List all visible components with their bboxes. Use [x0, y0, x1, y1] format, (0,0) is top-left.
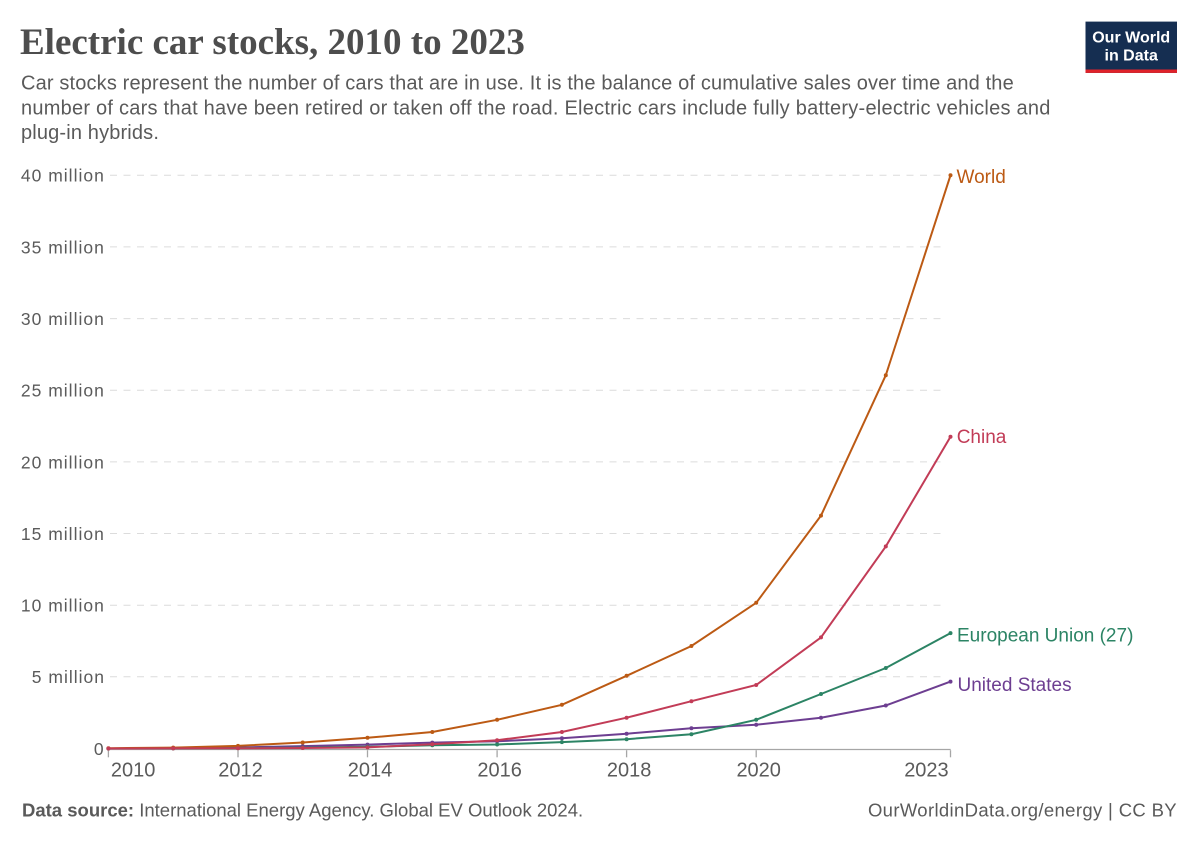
svg-text:10 million: 10 million: [21, 596, 105, 616]
svg-text:in Data: in Data: [1105, 47, 1158, 64]
svg-text:number of cars that have been: number of cars that have been retired or…: [21, 97, 1051, 119]
svg-text:20 million: 20 million: [21, 452, 105, 472]
svg-text:2014: 2014: [348, 760, 393, 782]
svg-text:Electric car stocks, 2010 to 2: Electric car stocks, 2010 to 2023: [20, 22, 525, 63]
svg-text:2016: 2016: [477, 760, 522, 782]
svg-text:plug-in hybrids.: plug-in hybrids.: [21, 122, 159, 144]
svg-text:30 million: 30 million: [21, 309, 105, 329]
svg-text:0: 0: [94, 739, 105, 759]
svg-text:United States: United States: [958, 675, 1072, 696]
svg-text:5 million: 5 million: [32, 667, 105, 687]
svg-text:OurWorldinData.org/energy | CC: OurWorldinData.org/energy | CC BY: [868, 800, 1177, 821]
svg-text:World: World: [957, 167, 1006, 188]
svg-text:Data source: International Ene: Data source: International Energy Agency…: [22, 800, 583, 821]
svg-text:40 million: 40 million: [21, 166, 105, 186]
svg-text:Our World: Our World: [1092, 30, 1170, 47]
svg-text:15 million: 15 million: [21, 524, 105, 544]
svg-text:2023: 2023: [904, 760, 949, 782]
svg-text:2012: 2012: [218, 760, 263, 782]
svg-text:China: China: [957, 427, 1007, 448]
svg-text:European Union (27): European Union (27): [957, 626, 1133, 647]
svg-text:35 million: 35 million: [21, 237, 105, 257]
svg-text:2018: 2018: [607, 760, 652, 782]
svg-text:25 million: 25 million: [21, 381, 105, 401]
svg-text:2020: 2020: [736, 760, 781, 782]
svg-text:Car stocks represent the numbe: Car stocks represent the number of cars …: [21, 73, 1014, 95]
svg-text:2010: 2010: [111, 760, 155, 782]
